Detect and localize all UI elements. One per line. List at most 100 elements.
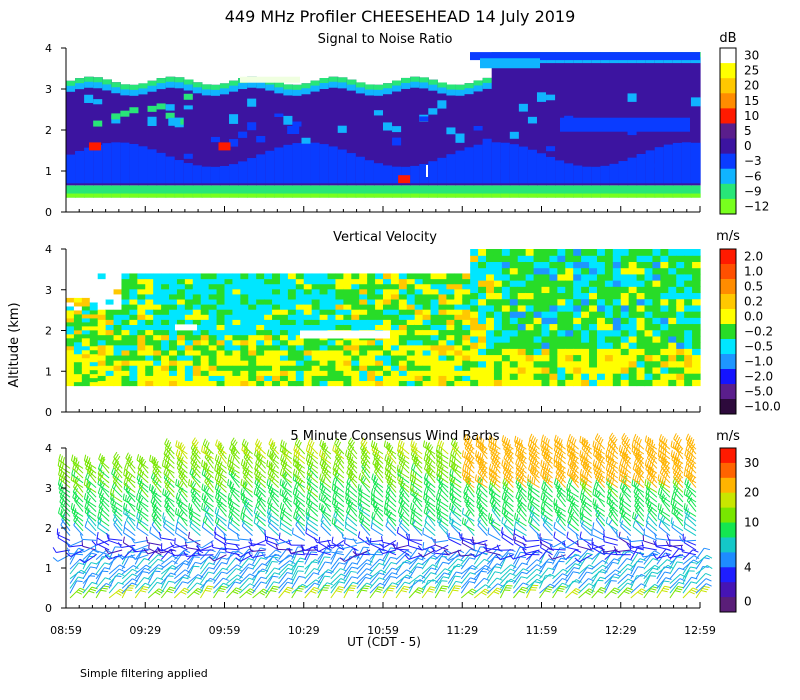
wind-barb: [371, 522, 384, 532]
vv-cell: [145, 293, 154, 300]
snr-cell: [84, 193, 94, 198]
vv-cell: [311, 344, 321, 351]
wind-barb: [108, 540, 123, 546]
vv-cell: [414, 365, 424, 371]
vv-cell: [636, 311, 646, 318]
vv-cell: [462, 309, 471, 315]
vv-cell: [430, 375, 440, 382]
vv-cell: [73, 325, 83, 331]
vv-cell: [589, 249, 598, 256]
vv-cell: [192, 349, 202, 356]
wind-barb-feather: [193, 439, 198, 446]
vv-cell: [596, 249, 606, 256]
vv-cell: [327, 283, 337, 290]
snr-cell: [383, 165, 393, 184]
wind-barb-feather: [194, 441, 199, 448]
vv-cell: [216, 283, 226, 290]
vv-cell: [596, 379, 606, 387]
wind-barb-feather: [335, 590, 342, 593]
wind-barb-feather: [141, 588, 148, 591]
vv-cell: [541, 360, 551, 368]
wind-barb-feather: [97, 468, 101, 475]
wind-barb-feather: [177, 480, 180, 487]
snr-cell: [337, 125, 348, 133]
wind-barb-feather: [397, 473, 400, 480]
wind-barb-feather: [218, 589, 225, 593]
vv-cell: [224, 380, 234, 387]
snr-cell: [527, 185, 538, 198]
vv-cell: [121, 329, 130, 336]
wind-barb-feather: [245, 470, 250, 477]
wind-barb: [240, 549, 253, 558]
vv-cell: [612, 273, 622, 281]
snr-cell: [392, 126, 402, 133]
colorbar-swatch: [720, 294, 736, 310]
wind-barb-feather: [318, 449, 322, 456]
wind-barb-feather: [114, 473, 118, 480]
vv-cell: [137, 319, 146, 325]
wind-barb-feather: [125, 452, 129, 459]
vv-cell: [676, 342, 685, 349]
vv-cell: [581, 360, 590, 368]
wind-barb-feather: [52, 547, 57, 553]
wind-barb-feather: [417, 557, 424, 561]
wind-barb-feather: [435, 445, 439, 452]
wind-barb-feather: [117, 581, 124, 585]
vv-cell: [604, 298, 614, 306]
wind-barb-feather: [206, 465, 210, 472]
vv-cell: [692, 342, 701, 349]
vv-cell: [414, 370, 424, 376]
wind-barb: [186, 565, 194, 580]
colorbar-label: −6: [744, 169, 762, 183]
snr-cell: [174, 185, 185, 198]
vv-cell: [525, 342, 535, 349]
wind-barb: [421, 564, 433, 575]
vv-cell: [169, 329, 178, 336]
vv-cell: [327, 319, 337, 325]
vv-cell: [113, 334, 123, 341]
snr-cell: [328, 185, 339, 198]
vv-cell: [192, 293, 202, 300]
wind-barb-feather: [334, 437, 338, 444]
vv-cell: [343, 349, 352, 356]
wind-barb-feather: [323, 442, 327, 449]
vv-cell: [97, 354, 107, 361]
wind-barb-feather: [390, 576, 397, 579]
wind-barb-feather: [321, 450, 324, 458]
wind-barb-feather: [387, 589, 394, 592]
vv-cell: [589, 267, 598, 275]
wind-barb-feather: [99, 518, 102, 525]
vv-cell: [668, 342, 677, 349]
vv-cell: [176, 278, 186, 285]
vv-cell: [422, 334, 432, 341]
vv-cell: [478, 273, 487, 281]
vv-cell: [620, 348, 630, 356]
vv-cell: [256, 375, 265, 382]
wind-barb: [265, 567, 275, 580]
wind-barb-feather: [296, 439, 301, 446]
wind-barb-feather: [347, 451, 350, 458]
vv-cell: [478, 311, 487, 318]
wind-barb-feather: [313, 572, 320, 575]
wind-barb-feather: [293, 444, 296, 451]
vv-cell: [549, 249, 558, 256]
vv-cell: [335, 360, 344, 366]
vv-cell: [192, 304, 202, 310]
snr-cell: [210, 193, 221, 198]
vv-cell: [129, 314, 138, 320]
wind-barb-feather: [203, 504, 206, 511]
wind-barb: [108, 538, 123, 541]
vv-cell: [692, 280, 701, 287]
snr-cell: [156, 185, 167, 198]
wind-barb-feather: [235, 552, 241, 558]
wind-barb-feather: [297, 477, 302, 484]
vv-cell: [422, 309, 432, 315]
wind-barb-feather: [87, 497, 91, 504]
vv-cell: [684, 373, 693, 380]
vv-cell: [279, 324, 289, 331]
wind-barb: [422, 533, 436, 541]
vv-cell: [501, 311, 511, 318]
wind-barb-feather: [305, 454, 309, 461]
vv-cell: [565, 379, 574, 387]
wind-barb-feather: [100, 480, 104, 487]
